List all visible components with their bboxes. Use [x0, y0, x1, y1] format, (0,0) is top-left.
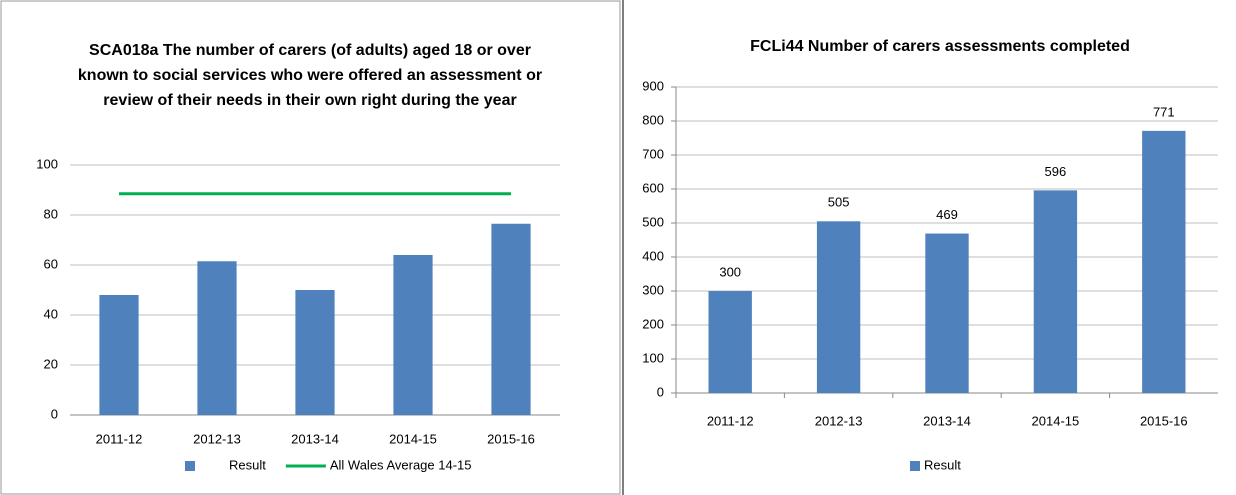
legend-label: Result	[229, 457, 266, 472]
x-tick-label: 2015-16	[1140, 413, 1188, 428]
y-tick-label: 600	[642, 180, 664, 195]
data-label: 505	[828, 195, 850, 210]
x-tick-label: 2014-15	[389, 431, 437, 446]
y-tick-label: 80	[44, 206, 58, 221]
x-tick-label: 2011-12	[707, 413, 754, 428]
y-tick-label: 900	[642, 78, 664, 93]
legend-swatch	[185, 461, 195, 471]
bar	[1033, 190, 1078, 393]
y-tick-label: 400	[642, 248, 664, 263]
y-tick-label: 0	[51, 406, 58, 421]
data-label: 300	[719, 264, 741, 279]
x-tick-label: 2013-14	[923, 413, 971, 428]
y-tick-label: 200	[642, 316, 664, 331]
legend-label: Result	[924, 457, 961, 472]
y-tick-label: 700	[642, 146, 664, 161]
x-tick-label: 2015-16	[487, 431, 535, 446]
legend-label: All Wales Average 14-15	[330, 457, 472, 472]
y-tick-label: 20	[44, 356, 58, 371]
y-tick-label: 60	[44, 256, 58, 271]
bar	[99, 295, 139, 415]
x-tick-label: 2012-13	[193, 431, 241, 446]
bar	[393, 255, 433, 415]
bar	[708, 291, 752, 393]
x-tick-label: 2011-12	[96, 431, 143, 446]
data-label: 771	[1153, 104, 1175, 119]
bar	[1142, 130, 1186, 394]
bar	[295, 290, 335, 415]
bar	[925, 233, 969, 393]
chart-title: SCA018a The number of carers (of adults)…	[77, 42, 543, 109]
bar	[816, 221, 861, 393]
y-tick-label: 300	[642, 282, 664, 297]
y-tick-label: 800	[642, 112, 664, 127]
left-frame	[0, 0, 621, 495]
data-label: 596	[1045, 164, 1067, 179]
chart-title: FCLi44 Number of carers assessments comp…	[750, 38, 1130, 55]
y-tick-label: 100	[642, 350, 664, 365]
y-tick-label: 100	[36, 156, 58, 171]
y-tick-label: 500	[642, 214, 664, 229]
y-tick-label: 0	[657, 384, 664, 399]
data-label: 469	[936, 207, 958, 222]
x-tick-label: 2014-15	[1032, 413, 1080, 428]
x-tick-label: 2013-14	[291, 431, 339, 446]
x-tick-label: 2012-13	[815, 413, 863, 428]
bar	[197, 261, 237, 415]
y-tick-label: 40	[44, 306, 58, 321]
bar	[491, 223, 531, 415]
legend-swatch	[910, 461, 920, 471]
